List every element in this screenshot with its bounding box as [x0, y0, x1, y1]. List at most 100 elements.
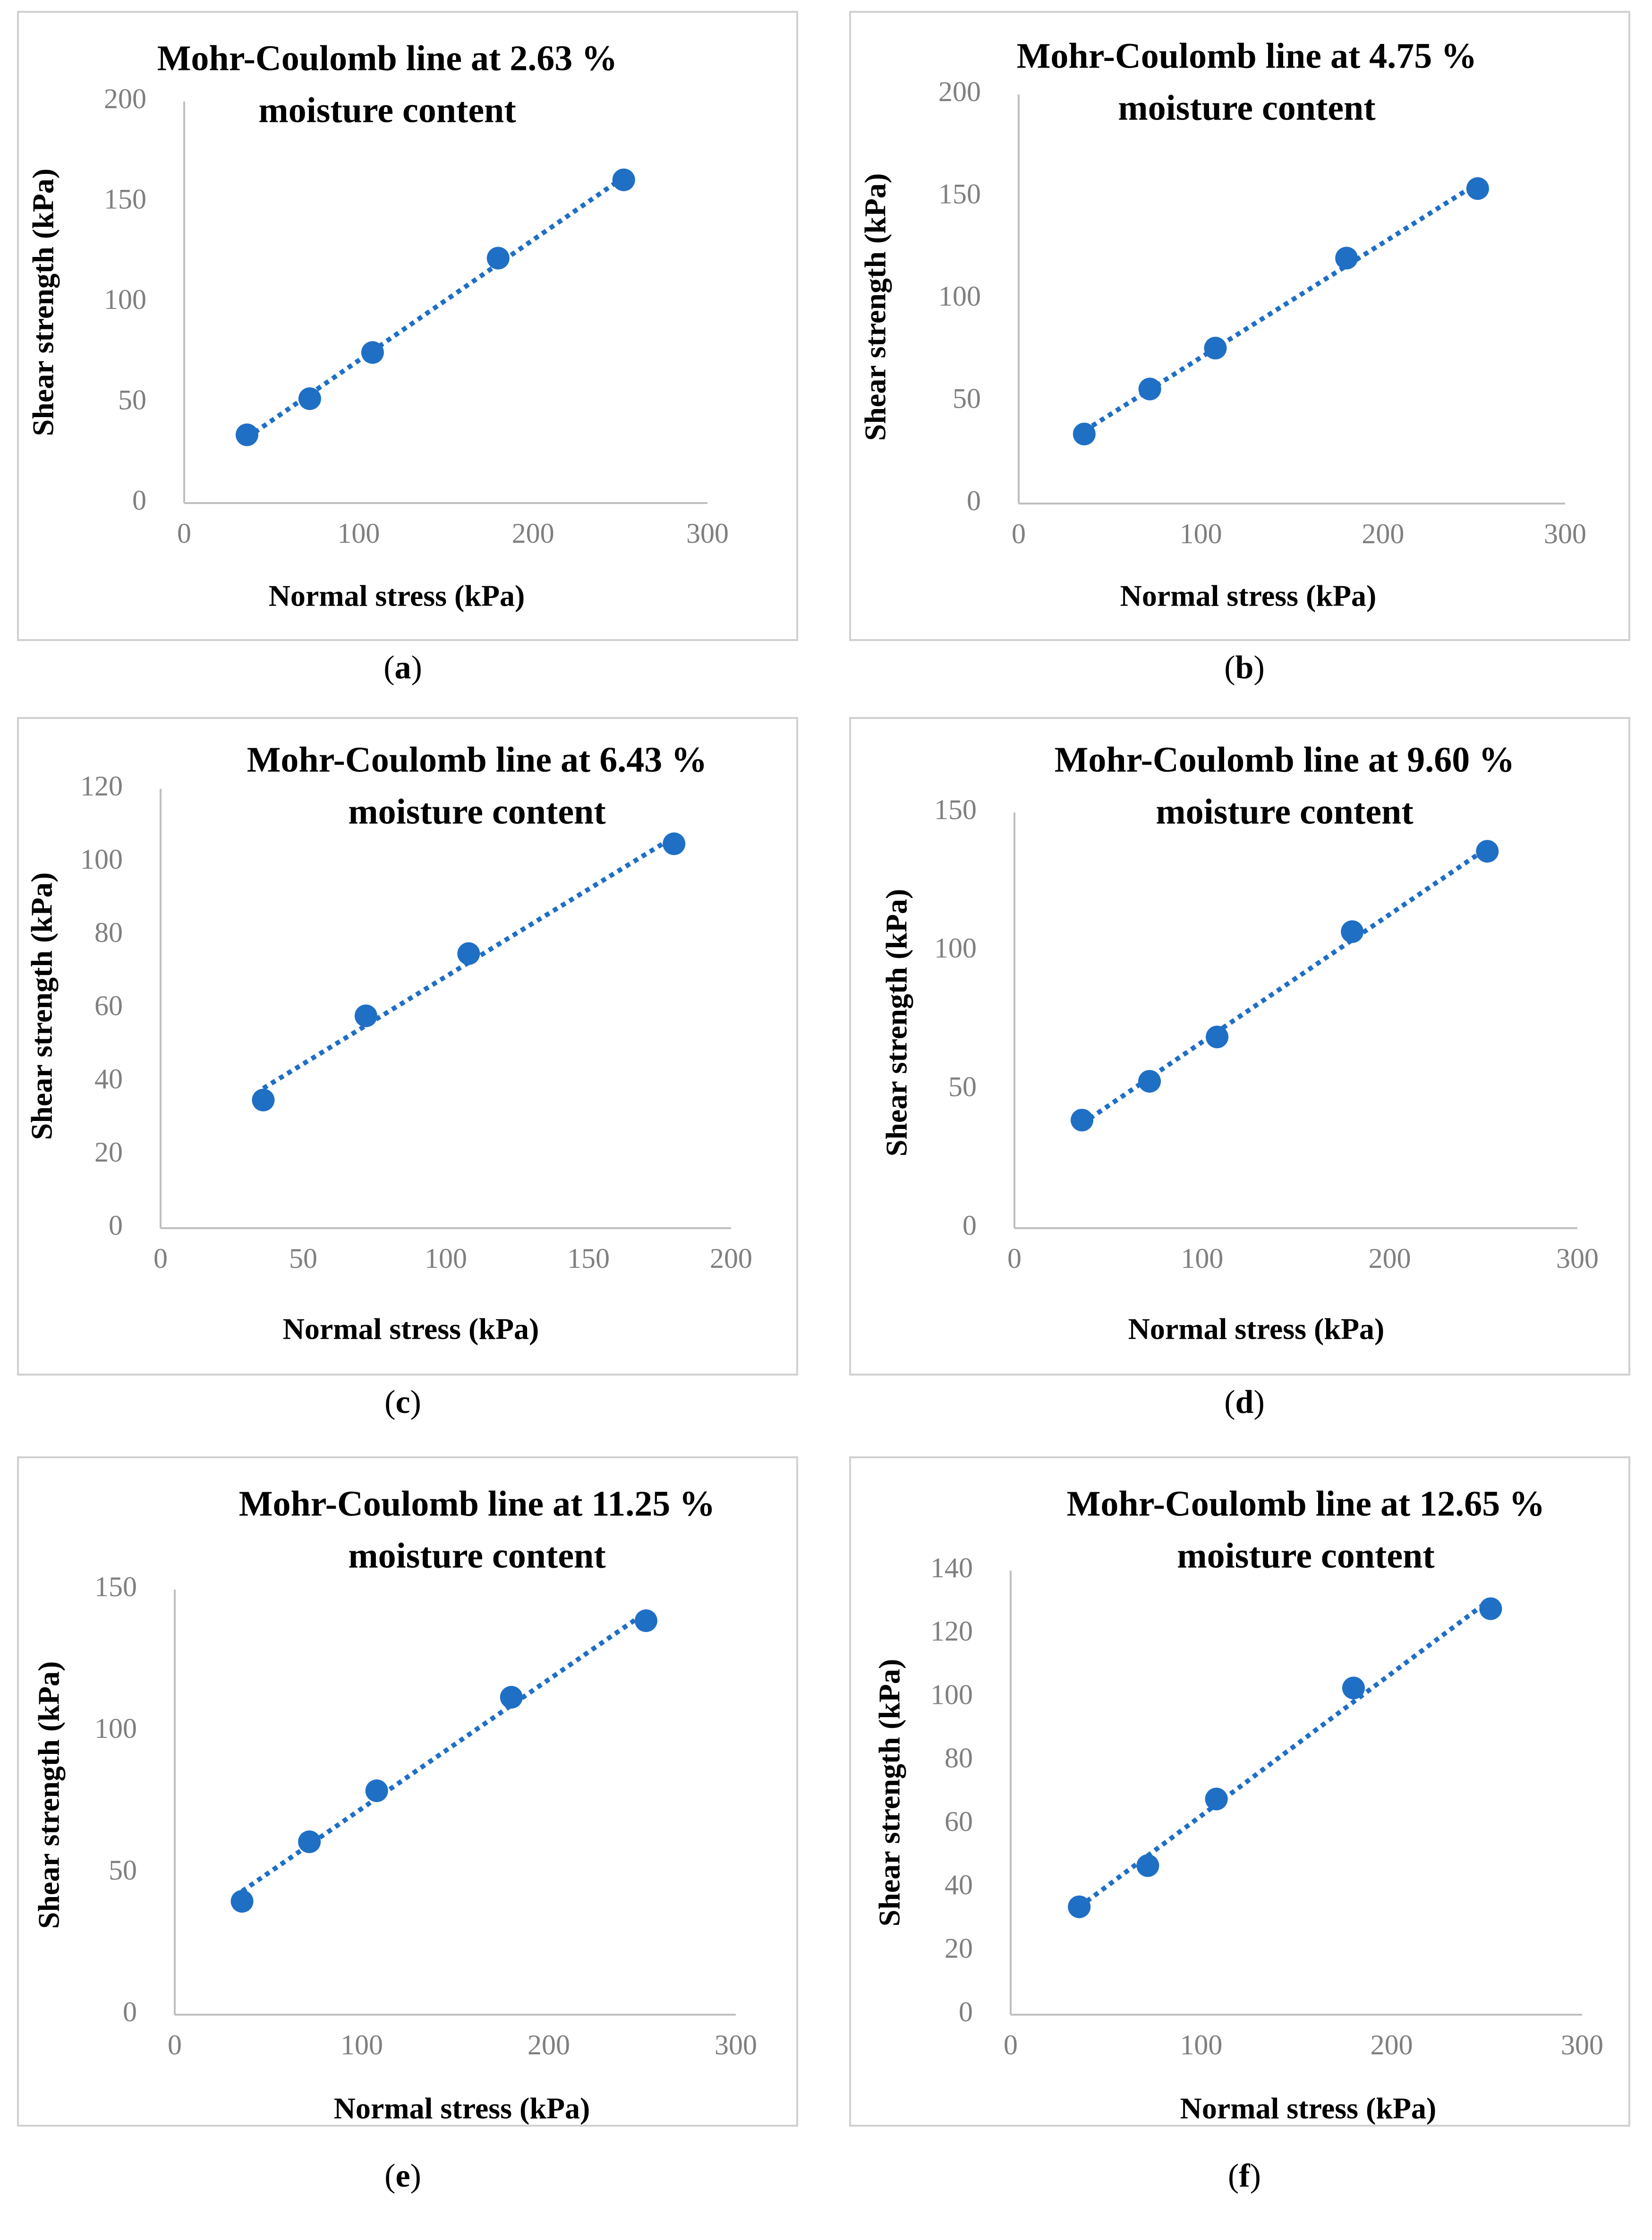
- y-tick-label: 120: [80, 770, 123, 802]
- y-axis-title: Shear strength (kPa): [873, 1659, 906, 1927]
- x-tick-label: 200: [528, 2029, 570, 2060]
- y-tick-label: 150: [104, 183, 146, 214]
- data-point: [1138, 377, 1161, 401]
- y-axis-title: Shear strength (kPa): [25, 872, 59, 1140]
- y-tick-label: 40: [945, 1869, 973, 1900]
- chart-b: Mohr-Coulomb line at 4.75 % moisture cont…: [859, 36, 1586, 613]
- panel-caption: (d): [1224, 1384, 1265, 1420]
- y-tick-label: 150: [94, 1571, 137, 1602]
- data-point: [1335, 247, 1358, 270]
- x-tick-label: 100: [1180, 2029, 1222, 2060]
- chart-f: Mohr-Coulomb line at 12.65 % moisture con…: [873, 1484, 1603, 2125]
- chart-title-line-1: Mohr-Coulomb line at 4.75 %: [1017, 36, 1477, 76]
- data-point: [235, 423, 258, 446]
- y-tick-label: 60: [94, 990, 123, 1021]
- chart-title-line-1: Mohr-Coulomb line at 12.65 %: [1067, 1484, 1545, 1524]
- chart-panel-b: [849, 11, 1630, 641]
- data-point: [354, 1004, 377, 1027]
- data-point: [1204, 336, 1227, 359]
- x-tick-label: 100: [1180, 518, 1222, 549]
- data-point: [1342, 1676, 1365, 1700]
- x-tick-label: 300: [1561, 2029, 1603, 2060]
- x-tick-label: 100: [337, 518, 380, 549]
- y-tick-label: 200: [938, 76, 981, 107]
- data-point: [1071, 1109, 1094, 1132]
- data-point: [298, 387, 321, 410]
- x-tick-label: 200: [1362, 518, 1404, 549]
- y-tick-label: 0: [959, 1996, 973, 2027]
- x-tick-label: 300: [1544, 518, 1586, 549]
- chart-d: Mohr-Coulomb line at 9.60 % moisture cont…: [880, 740, 1599, 1346]
- y-tick-label: 150: [934, 794, 977, 825]
- chart-title-line-2: moisture content: [258, 91, 516, 130]
- trendline: [240, 1610, 647, 1893]
- y-tick-label: 100: [930, 1679, 973, 1710]
- data-point: [361, 341, 384, 364]
- chart-title-line-2: moisture content: [1118, 88, 1375, 128]
- data-point: [1138, 1070, 1161, 1093]
- chart-panel-c: [17, 717, 798, 1376]
- x-tick-label: 50: [289, 1243, 317, 1274]
- x-tick-label: 0: [1012, 518, 1026, 549]
- x-tick-label: 0: [177, 518, 191, 549]
- panel-caption: (a): [383, 650, 422, 686]
- chart-title-line-2: moisture content: [1177, 1536, 1434, 1576]
- y-tick-label: 40: [94, 1063, 123, 1094]
- data-point: [634, 1609, 657, 1632]
- x-tick-label: 200: [512, 518, 554, 549]
- data-point: [1466, 177, 1489, 200]
- y-tick-label: 100: [938, 281, 981, 312]
- y-tick-label: 0: [962, 1210, 977, 1241]
- panel-caption: (c): [384, 1384, 421, 1420]
- data-point: [298, 1830, 321, 1853]
- chart-title-line-2: moisture content: [348, 1536, 605, 1576]
- x-tick-label: 0: [168, 2029, 182, 2060]
- y-tick-label: 80: [945, 1743, 973, 1774]
- data-point: [1206, 1026, 1229, 1049]
- data-point: [1205, 1787, 1228, 1811]
- y-tick-label: 50: [118, 384, 146, 415]
- x-tick-label: 100: [341, 2029, 383, 2060]
- x-tick-label: 100: [1181, 1243, 1223, 1274]
- y-tick-label: 150: [938, 178, 981, 209]
- x-axis-title: Normal stress (kPa): [1120, 579, 1377, 613]
- data-point: [365, 1779, 388, 1802]
- x-axis-title: Normal stress (kPa): [334, 2092, 590, 2125]
- data-point: [1476, 840, 1499, 863]
- data-point: [1341, 920, 1364, 943]
- y-tick-label: 100: [94, 1713, 137, 1744]
- x-tick-label: 300: [686, 518, 729, 549]
- chart-c: Mohr-Coulomb line at 6.43 % moisture cont…: [25, 740, 752, 1346]
- x-tick-label: 300: [1556, 1243, 1599, 1274]
- chart-title-line-1: Mohr-Coulomb line at 2.63 %: [157, 39, 618, 78]
- y-tick-label: 200: [104, 83, 146, 114]
- y-tick-label: 100: [934, 932, 977, 964]
- y-tick-label: 0: [132, 485, 146, 516]
- data-point: [230, 1890, 254, 1913]
- x-axis-title: Normal stress (kPa): [1128, 1312, 1385, 1346]
- y-axis-title: Shear strength (kPa): [32, 1661, 66, 1929]
- data-point: [500, 1686, 523, 1709]
- x-tick-label: 200: [710, 1243, 752, 1274]
- chart-panel-d: [849, 717, 1630, 1376]
- x-tick-label: 0: [1004, 2029, 1018, 2060]
- y-tick-label: 0: [123, 1996, 137, 2027]
- data-point: [252, 1088, 275, 1111]
- trendline: [1081, 846, 1489, 1126]
- data-point: [1479, 1597, 1502, 1620]
- data-point: [1073, 422, 1096, 445]
- chart-title-line-1: Mohr-Coulomb line at 11.25 %: [239, 1484, 715, 1524]
- data-point: [1068, 1895, 1091, 1918]
- x-tick-label: 150: [567, 1243, 610, 1274]
- y-tick-label: 50: [953, 383, 981, 414]
- chart-e: Mohr-Coulomb line at 11.25 % moisture con…: [32, 1484, 757, 2125]
- data-point: [457, 942, 480, 965]
- x-tick-label: 300: [715, 2029, 757, 2060]
- panel-caption: (b): [1224, 650, 1265, 686]
- y-tick-label: 100: [104, 284, 146, 315]
- y-axis-title: Shear strength (kPa): [859, 173, 892, 441]
- y-tick-label: 50: [948, 1071, 977, 1102]
- chart-title-line-2: moisture content: [348, 792, 605, 832]
- x-tick-label: 0: [153, 1243, 168, 1274]
- x-axis-title: Normal stress (kPa): [283, 1312, 539, 1346]
